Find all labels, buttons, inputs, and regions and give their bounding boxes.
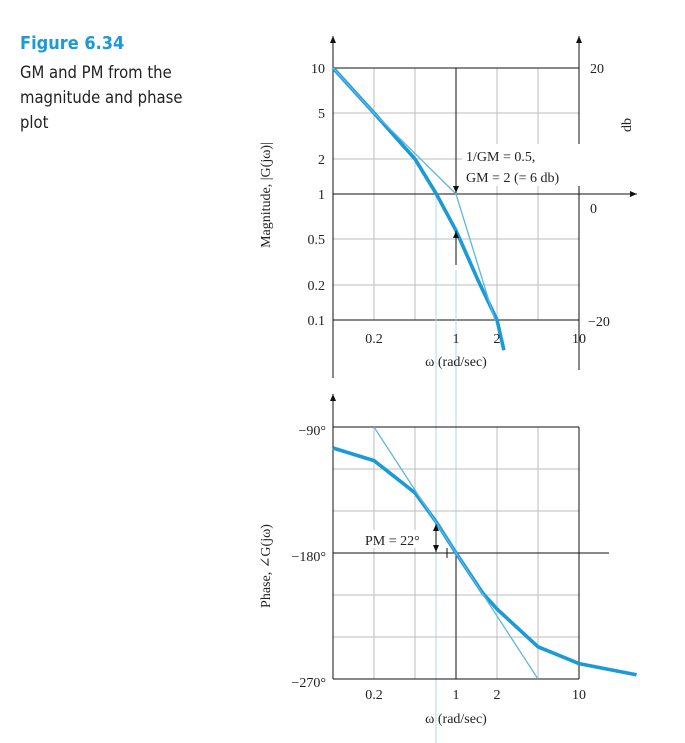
phase-asymptote bbox=[373, 426, 539, 680]
magnitude-asymptote bbox=[332, 67, 496, 321]
y-tick-label: 0.5 bbox=[308, 233, 326, 248]
y-tick-label: 2 bbox=[318, 153, 325, 168]
db-axis-label: db bbox=[620, 118, 635, 132]
pm-annotation: PM = 22° bbox=[365, 534, 420, 549]
magnitude-x-axis-label: ω (rad/sec) bbox=[425, 355, 487, 370]
y-tick-label: 1 bbox=[318, 188, 325, 203]
phase-plot: 0.2 1 2 10 −90° −180° −270° bbox=[292, 394, 637, 703]
y-tick-label: 0.2 bbox=[308, 279, 326, 294]
magnitude-axis-label: Magnitude, |G(jω)| bbox=[259, 142, 274, 248]
y-tick-label: −180° bbox=[292, 550, 327, 565]
y-tick-label: 0.1 bbox=[308, 314, 326, 329]
x-tick-label: 0.2 bbox=[365, 332, 383, 347]
figure-caption: GM and PM from the magnitude and phase p… bbox=[20, 60, 220, 135]
x-tick-label: 1 bbox=[453, 688, 460, 703]
figure-number: Figure 6.34 bbox=[20, 33, 125, 54]
x-tick-label: 2 bbox=[494, 688, 501, 703]
db-tick-label: −20 bbox=[588, 315, 610, 330]
phase-x-axis-label: ω (rad/sec) bbox=[425, 712, 487, 727]
y-tick-label: 10 bbox=[311, 62, 325, 77]
phase-curve bbox=[332, 446, 637, 677]
phase-axis-label: Phase, ∠G(jω) bbox=[259, 524, 274, 608]
y-tick-label: 5 bbox=[318, 107, 325, 122]
x-tick-label: 10 bbox=[572, 688, 586, 703]
gm-annotation-line1: 1/GM = 0.5, bbox=[466, 150, 535, 165]
caption-line: magnitude and phase bbox=[20, 88, 183, 107]
gm-annotation-line2: GM = 2 (= 6 db) bbox=[466, 171, 560, 186]
x-tick-label: 1 bbox=[453, 332, 460, 347]
magnitude-plot: 0.2 1 2 10 10 5 2 1 0.5 0.2 0.1 20 0 −20 bbox=[308, 36, 637, 743]
db-tick-label: 20 bbox=[590, 62, 604, 77]
caption-line: plot bbox=[20, 113, 49, 132]
x-tick-label: 0.2 bbox=[365, 688, 383, 703]
y-tick-label: −90° bbox=[299, 424, 327, 439]
db-tick-label: 0 bbox=[590, 202, 597, 217]
x-tick-label: 10 bbox=[572, 332, 586, 347]
x-tick-label: 2 bbox=[494, 332, 501, 347]
caption-line: GM and PM from the bbox=[20, 63, 172, 82]
magnitude-curve bbox=[331, 66, 506, 351]
y-tick-label: −270° bbox=[292, 676, 327, 691]
